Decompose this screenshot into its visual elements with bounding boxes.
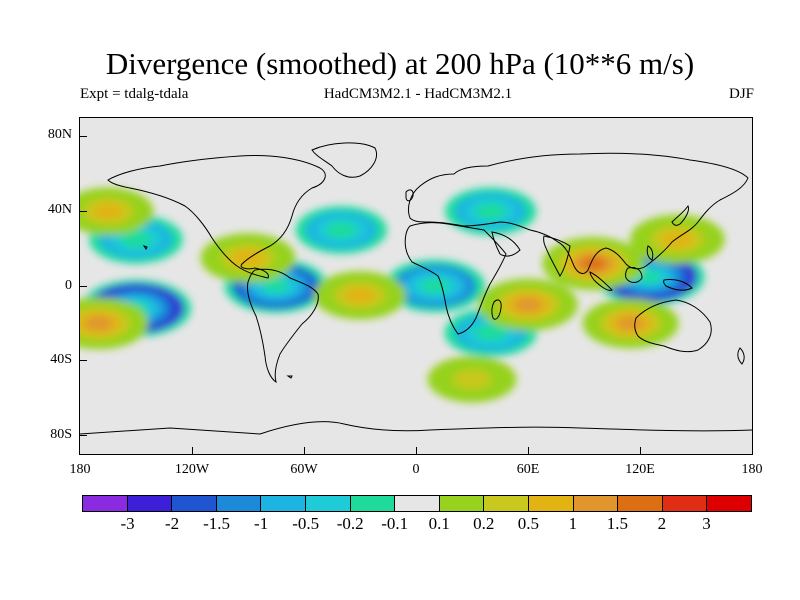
coast-madagascar [491, 299, 502, 320]
divergence-contour [92, 203, 124, 220]
x-tick-0: 0 [412, 462, 420, 477]
colorbar-swatch [216, 496, 262, 511]
coast-antarctica [80, 421, 752, 435]
coast-arabia [491, 231, 521, 257]
x-tick-60e: 60E [516, 462, 540, 477]
colorbar-label: 1 [568, 514, 578, 533]
colorbar-swatch [127, 496, 173, 511]
divergence-contour [264, 279, 288, 293]
season-label: DJF [728, 86, 754, 102]
divergence-contour [475, 324, 507, 341]
y-tickmark [80, 286, 87, 287]
colorbar-swatch [528, 496, 574, 511]
colorbar-label: 3 [702, 514, 711, 533]
divergence-contour [514, 297, 542, 312]
colorbar-label: -3 [120, 514, 135, 533]
colorbar-label: -2 [164, 514, 180, 533]
coast-uk [405, 189, 414, 202]
coast-eurasia [407, 152, 749, 274]
coast-south-america [247, 268, 319, 384]
coast-japan [671, 205, 689, 226]
divergence-contour [638, 270, 661, 283]
divergence-contour [344, 287, 376, 304]
colorbar-swatch [395, 496, 440, 511]
experiment-label: Expt = tdalg-tdala [80, 86, 189, 102]
y-tickmark [80, 360, 87, 361]
colorbar-label: 0.2 [473, 514, 495, 533]
colorbar-label: 0.1 [428, 514, 450, 533]
x-tick-120w: 120W [174, 462, 210, 477]
colorbar-label: 1.5 [606, 514, 629, 533]
y-tick-80s: 80S [50, 427, 72, 442]
coastlines [80, 142, 752, 435]
y-tickmark [80, 136, 87, 137]
coast-new-guinea [663, 279, 693, 291]
colorbar-swatch [350, 496, 396, 511]
coast-philippines [646, 245, 654, 261]
colorbar-label: 2 [657, 514, 667, 533]
y-tick-80n: 80N [47, 127, 72, 142]
divergence-field [80, 187, 725, 403]
divergence-contour [452, 369, 492, 390]
colorbar-swatch [439, 496, 485, 511]
x-tick-180e: 180 [741, 462, 763, 477]
divergence-contour [581, 257, 606, 270]
coast-australia [634, 299, 712, 353]
x-tickmark [416, 447, 417, 454]
colorbar-label: -0.2 [336, 514, 364, 533]
colorbar-label: -0.1 [381, 514, 409, 533]
model-label: HadCM3M2.1 - HadCM3M2.1 [323, 86, 513, 102]
divergence-contour [85, 316, 113, 331]
divergence-contour [475, 203, 506, 220]
coast-new-zealand [737, 347, 745, 365]
coast-africa [404, 222, 507, 335]
x-tickmark [192, 447, 193, 454]
x-tick-120e: 120E [625, 462, 655, 477]
colorbar-swatch [305, 496, 351, 511]
x-tickmark [528, 447, 529, 454]
colorbar-swatch [484, 496, 529, 511]
figure-title: Divergence (smoothed) at 200 hPa (10**6 … [105, 46, 695, 81]
coast-borneo [625, 267, 643, 283]
y-tick-0: 0 [65, 278, 72, 293]
colorbar-swatch [662, 496, 708, 511]
coast-hawaii [142, 245, 148, 250]
y-tick-40s: 40S [50, 352, 72, 367]
divergence-map [79, 117, 753, 455]
coast-greenland [311, 142, 377, 178]
x-tickmark [640, 447, 641, 454]
y-tickmark [80, 435, 87, 436]
map-canvas [80, 142, 752, 435]
divergence-contour [120, 231, 152, 248]
colorbar [82, 495, 752, 512]
x-tickmark [304, 447, 305, 454]
coast-north-america [107, 155, 326, 279]
coast-india [543, 235, 571, 277]
x-tick-60w: 60W [290, 462, 318, 477]
colorbar-swatch [172, 496, 217, 511]
colorbar-swatch [618, 496, 663, 511]
divergence-contour [617, 316, 644, 331]
coast-sumatra [589, 271, 613, 291]
y-tick-40n: 40N [47, 202, 72, 217]
divergence-contour [661, 231, 694, 248]
x-tick-180w: 180 [69, 462, 91, 477]
colorbar-label: 0.5 [517, 514, 539, 533]
colorbar-swatch [83, 496, 128, 511]
divergence-contour [326, 222, 357, 238]
divergence-contour [420, 278, 449, 294]
colorbar-label: -0.5 [292, 514, 320, 533]
colorbar-swatch [707, 496, 751, 511]
colorbar-label: -1.5 [203, 514, 231, 533]
colorbar-label: -1 [254, 514, 269, 533]
colorbar-swatch [573, 496, 619, 511]
coast-falklands [286, 375, 293, 379]
y-tickmark [80, 211, 87, 212]
colorbar-swatch [261, 496, 306, 511]
